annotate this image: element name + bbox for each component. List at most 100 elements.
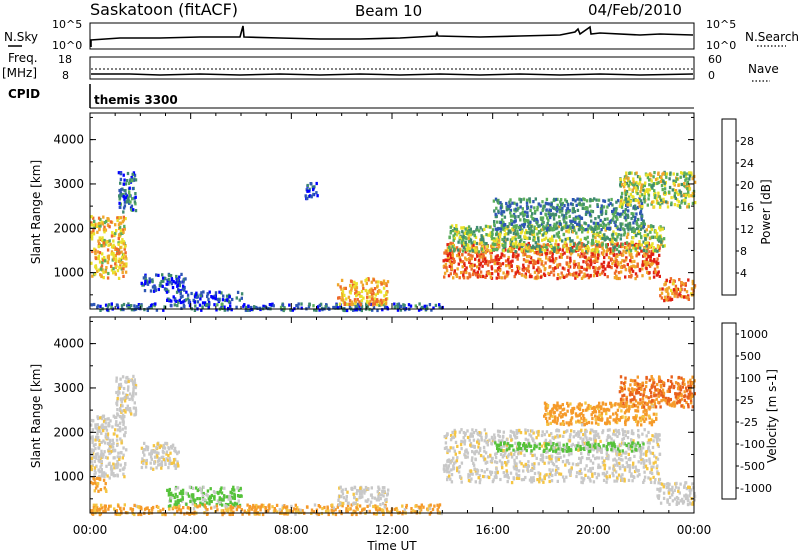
heatmap-cell xyxy=(151,507,154,511)
heatmap-cell xyxy=(165,450,169,454)
heatmap-cell xyxy=(119,172,122,176)
heatmap-cell xyxy=(114,463,117,467)
heatmap-cell xyxy=(134,384,138,388)
heatmap-cell xyxy=(142,459,145,463)
heatmap-cell xyxy=(679,288,682,292)
heatmap-cell xyxy=(623,259,626,263)
heatmap-cell xyxy=(579,265,582,269)
heatmap-cell xyxy=(356,503,359,507)
heatmap-cell xyxy=(534,209,537,214)
heatmap-cell xyxy=(114,272,117,276)
heatmap-cell xyxy=(92,455,95,459)
heatmap-cell xyxy=(541,430,544,434)
heatmap-cell xyxy=(146,282,150,286)
heatmap-cell xyxy=(122,195,125,199)
heatmap-cell xyxy=(97,216,101,220)
heatmap-cell xyxy=(550,244,553,249)
heatmap-cell xyxy=(524,210,527,214)
heatmap-cell xyxy=(364,288,367,293)
heatmap-cell xyxy=(571,239,574,243)
heatmap-cell xyxy=(680,281,684,285)
heatmap-cell xyxy=(359,303,362,307)
heatmap-cell xyxy=(90,303,93,307)
heatmap-cell xyxy=(113,270,116,274)
heatmap-cell xyxy=(620,453,623,458)
heatmap-cell xyxy=(599,218,602,223)
heatmap-cell xyxy=(175,506,178,510)
heatmap-cell xyxy=(490,272,494,276)
heatmap-cell xyxy=(96,506,99,510)
heatmap-cell xyxy=(649,451,653,455)
heatmap-cell xyxy=(117,236,120,241)
heatmap-cell xyxy=(549,471,552,475)
heatmap-cell xyxy=(456,267,459,271)
heatmap-cell xyxy=(126,388,130,392)
heatmap-cell xyxy=(381,509,384,513)
heatmap-cell xyxy=(494,255,497,259)
heatmap-cell xyxy=(573,265,576,269)
heatmap-cell xyxy=(366,292,369,296)
heatmap-cell xyxy=(149,455,153,459)
heatmap-cell xyxy=(633,218,636,222)
heatmap-cell xyxy=(94,256,98,261)
heatmap-cell xyxy=(687,190,690,194)
heatmap-cell xyxy=(509,260,513,264)
heatmap-cell xyxy=(198,303,202,307)
heatmap-cell xyxy=(122,242,125,246)
heatmap-cell xyxy=(218,298,221,302)
heatmap-cell xyxy=(628,467,632,471)
heatmap-cell xyxy=(93,489,96,493)
heatmap-cell xyxy=(601,460,605,464)
heatmap-cell xyxy=(628,464,631,468)
heatmap-cell xyxy=(520,230,524,234)
heatmap-cell xyxy=(172,295,175,299)
heatmap-cell xyxy=(545,208,548,212)
heatmap-cell xyxy=(680,295,683,299)
heatmap-cell xyxy=(487,272,490,276)
heatmap-cell xyxy=(452,446,455,450)
heatmap-cell xyxy=(355,289,358,293)
heatmap-cell xyxy=(535,227,538,231)
heatmap-cell xyxy=(592,234,595,238)
heatmap-cell xyxy=(576,208,580,212)
heatmap-cell xyxy=(179,498,182,502)
heatmap-cell xyxy=(124,182,127,186)
heatmap-cell xyxy=(657,201,660,205)
heatmap-cell xyxy=(495,206,498,210)
heatmap-cell xyxy=(235,502,239,506)
heatmap-cell xyxy=(115,376,118,380)
heatmap-cell xyxy=(108,438,112,442)
heatmap-cell xyxy=(649,470,652,475)
heatmap-cell xyxy=(158,445,161,450)
heatmap-cell xyxy=(691,282,695,286)
heatmap-cell xyxy=(602,251,605,255)
heatmap-cell xyxy=(495,248,499,252)
heatmap-cell xyxy=(625,201,628,205)
heatmap-cell xyxy=(652,246,655,250)
heatmap-cell xyxy=(95,464,98,468)
heatmap-cell xyxy=(578,241,581,245)
heatmap-cell xyxy=(614,449,617,453)
heatmap-cell xyxy=(481,259,485,263)
heatmap-cell xyxy=(644,181,647,185)
heatmap-cell xyxy=(207,306,210,310)
heatmap-cell xyxy=(618,276,621,281)
heatmap-cell xyxy=(528,226,531,231)
heatmap-cell xyxy=(584,237,588,241)
heatmap-cell xyxy=(245,305,248,310)
heatmap-cell xyxy=(537,230,541,234)
heatmap-cell xyxy=(531,212,534,216)
heatmap-cell xyxy=(107,507,110,511)
heatmap-cell xyxy=(650,179,653,183)
heatmap-cell xyxy=(499,255,503,259)
heatmap-cell xyxy=(556,264,559,268)
heatmap-cell xyxy=(199,297,202,301)
heatmap-cell xyxy=(657,270,660,274)
heatmap-cell xyxy=(584,212,588,216)
heatmap-cell xyxy=(471,254,474,258)
heatmap-cell xyxy=(580,198,583,202)
heatmap-cell xyxy=(619,261,623,265)
heatmap-cell xyxy=(258,512,261,516)
heatmap-cell xyxy=(457,230,460,234)
heatmap-cell xyxy=(525,249,528,253)
